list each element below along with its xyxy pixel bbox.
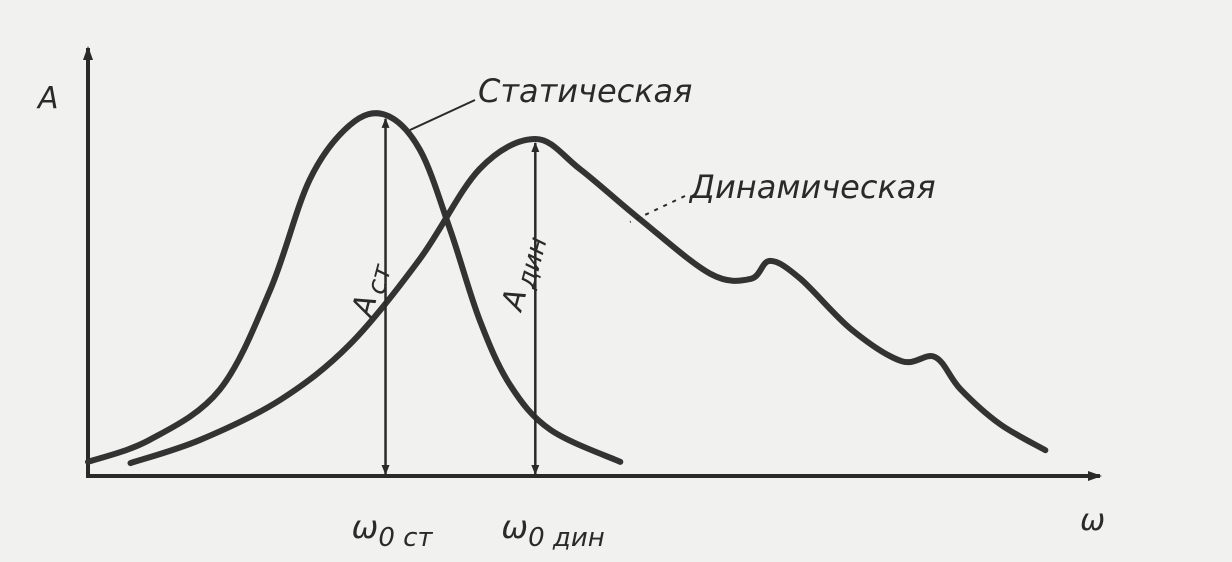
leader-dynamic	[629, 195, 686, 223]
amplitude-label-static: Aст	[345, 258, 398, 323]
amplitude-label-dynamic: Aдин	[495, 231, 554, 317]
leader-static	[409, 99, 476, 131]
series-label-static: Статическая	[478, 72, 692, 110]
series-line-static	[85, 110, 624, 465]
y-axis-label: A	[36, 81, 59, 116]
series-label-dynamic: Динамическая	[688, 168, 936, 206]
x-axis-label: ω	[1080, 503, 1105, 538]
frequency-label-dynamic: ω0 дин	[501, 508, 604, 553]
series-line-dynamic	[127, 136, 1049, 467]
frequency-label-static: ω0 ст	[352, 508, 434, 553]
